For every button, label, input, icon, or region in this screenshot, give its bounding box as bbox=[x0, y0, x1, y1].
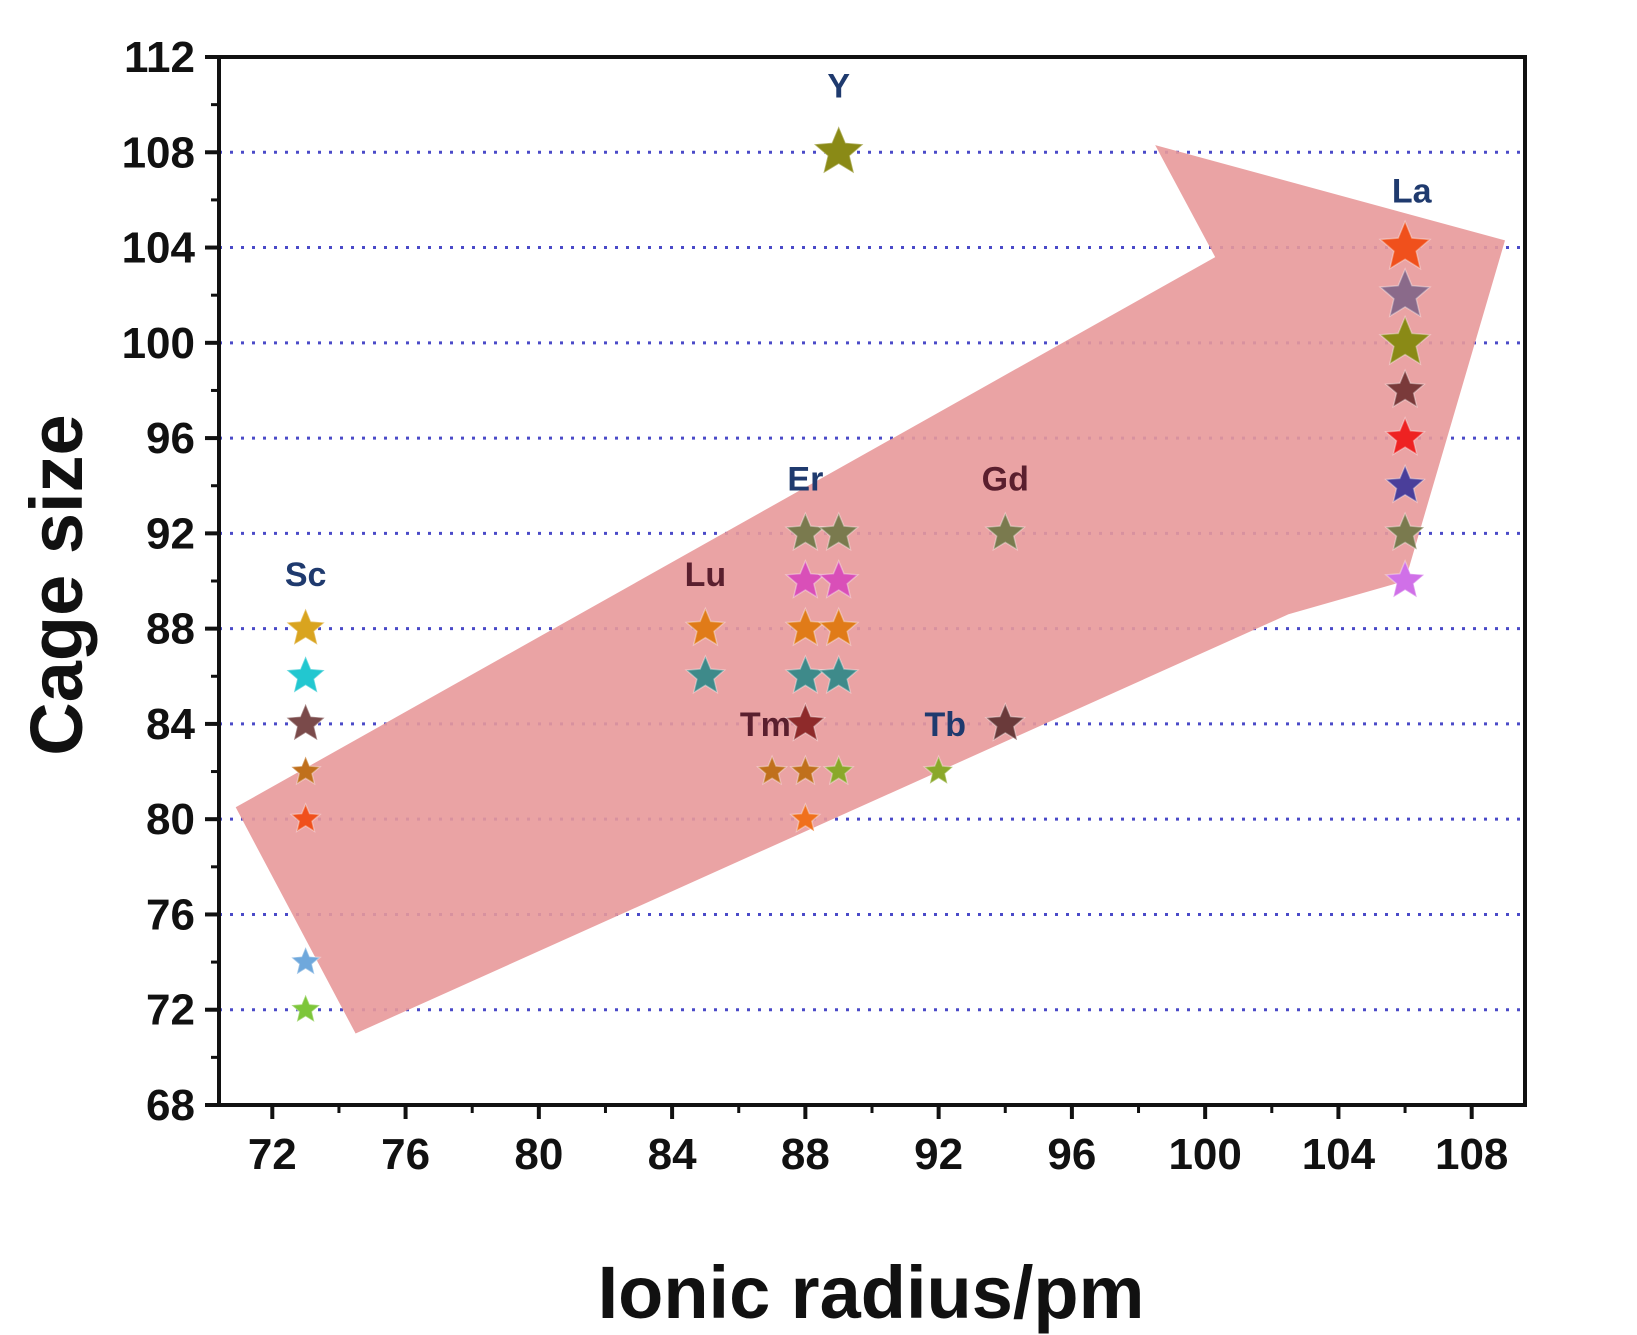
data-point-star-er bbox=[784, 654, 827, 695]
x-tick-label: 80 bbox=[514, 1130, 563, 1179]
data-point-star-la bbox=[1384, 368, 1426, 409]
y-axis-title: Cage size bbox=[15, 414, 98, 755]
y-tick-label: 88 bbox=[146, 605, 195, 654]
data-point-star-la bbox=[1378, 219, 1432, 271]
data-point-star-er bbox=[822, 754, 855, 786]
element-label-tm: Tm bbox=[740, 706, 791, 744]
data-point-star-er bbox=[789, 754, 822, 786]
axes: 68 72 76 80 84 88 92 96 100 104 108 112 72 76 80 84 88 92… bbox=[122, 33, 1527, 1179]
element-label-gd: Gd bbox=[982, 460, 1029, 498]
x-tick-label: 104 bbox=[1302, 1130, 1376, 1179]
data-point-star-er bbox=[817, 654, 860, 695]
y-tick-label: 104 bbox=[122, 224, 196, 273]
trend-arrow-group bbox=[235, 145, 1506, 1034]
x-tick-label: 100 bbox=[1168, 1130, 1241, 1179]
data-point-star-sc bbox=[284, 606, 327, 647]
x-tick-label: 88 bbox=[781, 1130, 830, 1179]
data-point-star-gd bbox=[984, 511, 1027, 552]
trend-arrow bbox=[235, 145, 1506, 1034]
x-tick-label: 72 bbox=[248, 1130, 297, 1179]
data-point-star-sc bbox=[289, 992, 322, 1024]
y-tick-label: 108 bbox=[122, 128, 195, 177]
y-tick-label: 84 bbox=[146, 700, 195, 749]
x-tick-label: 84 bbox=[648, 1130, 697, 1179]
data-point-star-sc bbox=[289, 754, 322, 786]
element-label-y: Y bbox=[827, 67, 850, 105]
data-point-star-lu bbox=[684, 606, 727, 647]
data-point-star-la bbox=[1378, 267, 1432, 318]
y-tick-label: 76 bbox=[146, 890, 195, 939]
data-point-star-er bbox=[784, 559, 827, 599]
x-tick-label: 76 bbox=[381, 1130, 430, 1179]
data-point-star-sc bbox=[284, 654, 327, 695]
y-tick-label: 112 bbox=[124, 33, 195, 82]
data-point-star-gd bbox=[984, 701, 1027, 742]
data-points bbox=[284, 124, 1432, 1024]
data-point-star-er bbox=[784, 701, 827, 742]
data-point-star-sc bbox=[289, 802, 322, 833]
data-point-star-lu bbox=[684, 654, 727, 695]
y-tick-label: 96 bbox=[146, 414, 195, 463]
x-tick-label: 96 bbox=[1047, 1130, 1096, 1179]
y-tick-label: 100 bbox=[122, 319, 195, 368]
data-point-star-er bbox=[817, 559, 860, 599]
data-point-star-la bbox=[1384, 416, 1426, 456]
data-point-star-la bbox=[1378, 314, 1432, 366]
element-label-la: La bbox=[1392, 172, 1433, 210]
x-axis-title: Ionic radius/pm bbox=[598, 1251, 1145, 1334]
element-label-lu: Lu bbox=[685, 556, 727, 594]
x-tick-label: 108 bbox=[1435, 1130, 1508, 1179]
data-point-star-sc bbox=[284, 701, 327, 742]
data-point-star-y bbox=[812, 124, 866, 175]
element-label-tb: Tb bbox=[925, 706, 967, 744]
data-point-star-er bbox=[817, 606, 860, 647]
y-tick-label: 80 bbox=[146, 795, 195, 844]
data-point-star-er bbox=[789, 802, 822, 833]
data-point-star-er bbox=[817, 511, 860, 552]
element-labels: Sc Y Lu Er Gd Tm Tb La bbox=[285, 67, 1433, 743]
data-point-star-er bbox=[784, 606, 827, 647]
x-tick-label: 92 bbox=[914, 1130, 963, 1179]
y-tick-label: 72 bbox=[146, 986, 195, 1035]
data-point-star-er bbox=[784, 511, 827, 552]
data-point-star-la bbox=[1384, 559, 1426, 599]
y-tick-label: 92 bbox=[146, 509, 195, 558]
element-label-sc: Sc bbox=[285, 556, 327, 594]
data-point-star-la bbox=[1384, 511, 1426, 552]
data-point-star-tm bbox=[755, 754, 789, 786]
element-label-er: Er bbox=[787, 460, 823, 498]
data-point-star-sc bbox=[289, 945, 322, 976]
y-tick-label: 68 bbox=[146, 1081, 195, 1130]
data-point-star-tb bbox=[922, 754, 955, 786]
data-point-star-la bbox=[1384, 463, 1426, 504]
